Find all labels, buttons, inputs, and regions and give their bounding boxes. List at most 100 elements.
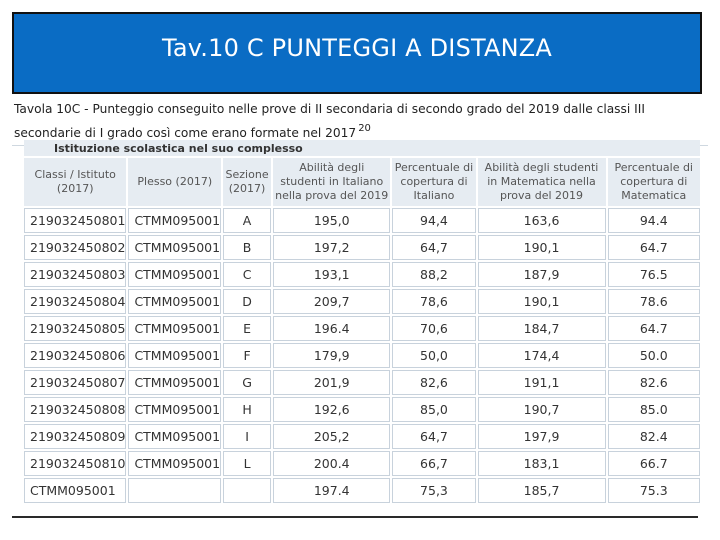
table-row: 219032450805 CTMM095001 E 196.4 70,6 184… — [24, 316, 700, 341]
cell-copertura-matematica: 64.7 — [607, 316, 700, 341]
group-header: Istituzione scolastica nel suo complesso — [24, 140, 700, 156]
column-header-classi: Classi / Istituto (2017) — [24, 158, 127, 206]
cell-sezione: D — [223, 289, 272, 314]
cell-abilita-italiano: 209,7 — [273, 289, 391, 314]
cell-copertura-matematica: 82.4 — [607, 424, 700, 449]
cell-classe: 219032450802 — [24, 235, 127, 260]
cell-plesso: CTMM095001 — [128, 397, 222, 422]
cell-abilita-matematica: 174,4 — [477, 343, 606, 368]
cell-classe: 219032450804 — [24, 289, 127, 314]
column-header-abilita-italiano: Abilità degli studenti in Italiano nella… — [273, 158, 391, 206]
table-row: 219032450803 CTMM095001 C 193,1 88,2 187… — [24, 262, 700, 287]
cell-copertura-italiano: 85,0 — [392, 397, 476, 422]
table-row: 219032450801 CTMM095001 A 195,0 94,4 163… — [24, 208, 700, 233]
cell-plesso: CTMM095001 — [128, 370, 222, 395]
cell-sezione: B — [223, 235, 272, 260]
cell-abilita-matematica: 190,1 — [477, 235, 606, 260]
column-header-sezione: Sezione (2017) — [223, 158, 272, 206]
cell-classe: 219032450806 — [24, 343, 127, 368]
cell-copertura-italiano: 64,7 — [392, 424, 476, 449]
cell-copertura-matematica: 76.5 — [607, 262, 700, 287]
cell-sezione: L — [223, 451, 272, 476]
cell-abilita-matematica: 190,7 — [477, 397, 606, 422]
cell-sezione: G — [223, 370, 272, 395]
slide-title-bar: Tav.10 C PUNTEGGI A DISTANZA — [12, 12, 702, 94]
cell-sezione: A — [223, 208, 272, 233]
cell-sezione — [223, 478, 272, 503]
cell-abilita-matematica: 187,9 — [477, 262, 606, 287]
cell-sezione: E — [223, 316, 272, 341]
cell-copertura-italiano: 70,6 — [392, 316, 476, 341]
table-row-total: CTMM095001 197.4 75,3 185,7 75.3 — [24, 478, 700, 503]
cell-plesso: CTMM095001 — [128, 235, 222, 260]
cell-plesso — [128, 478, 222, 503]
cell-copertura-italiano: 75,3 — [392, 478, 476, 503]
cell-classe: 219032450810 — [24, 451, 127, 476]
cell-abilita-italiano: 205,2 — [273, 424, 391, 449]
cell-abilita-italiano: 195,0 — [273, 208, 391, 233]
cell-sezione: F — [223, 343, 272, 368]
cell-plesso: CTMM095001 — [128, 343, 222, 368]
cell-abilita-italiano: 192,6 — [273, 397, 391, 422]
cell-plesso: CTMM095001 — [128, 424, 222, 449]
caption-text: Tavola 10C - Punteggio conseguito nelle … — [14, 102, 645, 140]
cell-abilita-italiano: 193,1 — [273, 262, 391, 287]
cell-copertura-matematica: 82.6 — [607, 370, 700, 395]
cell-copertura-italiano: 64,7 — [392, 235, 476, 260]
scores-table: Istituzione scolastica nel suo complesso… — [22, 138, 702, 505]
cell-abilita-italiano: 201,9 — [273, 370, 391, 395]
cell-copertura-matematica: 66.7 — [607, 451, 700, 476]
cell-abilita-italiano: 179,9 — [273, 343, 391, 368]
cell-copertura-matematica: 64.7 — [607, 235, 700, 260]
caption-footnote-ref: 20 — [358, 123, 371, 134]
group-header-row: Istituzione scolastica nel suo complesso — [24, 140, 700, 156]
table-caption: Tavola 10C - Punteggio conseguito nelle … — [14, 100, 704, 143]
cell-abilita-italiano: 196.4 — [273, 316, 391, 341]
cell-istituto: CTMM095001 — [24, 478, 127, 503]
column-header-abilita-matematica: Abilità degli studenti in Matematica nel… — [477, 158, 606, 206]
bottom-border-line — [12, 516, 698, 518]
cell-copertura-matematica: 85.0 — [607, 397, 700, 422]
slide-title: Tav.10 C PUNTEGGI A DISTANZA — [161, 34, 553, 62]
table-row: 219032450808 CTMM095001 H 192,6 85,0 190… — [24, 397, 700, 422]
cell-plesso: CTMM095001 — [128, 262, 222, 287]
cell-copertura-italiano: 50,0 — [392, 343, 476, 368]
column-header-plesso: Plesso (2017) — [128, 158, 222, 206]
cell-classe: 219032450807 — [24, 370, 127, 395]
cell-abilita-italiano: 197,2 — [273, 235, 391, 260]
cell-abilita-matematica: 183,1 — [477, 451, 606, 476]
cell-sezione: H — [223, 397, 272, 422]
cell-copertura-italiano: 66,7 — [392, 451, 476, 476]
table-row: 219032450802 CTMM095001 B 197,2 64,7 190… — [24, 235, 700, 260]
scores-table-container: Istituzione scolastica nel suo complesso… — [22, 138, 702, 505]
cell-plesso: CTMM095001 — [128, 316, 222, 341]
cell-sezione: I — [223, 424, 272, 449]
cell-classe: 219032450803 — [24, 262, 127, 287]
cell-classe: 219032450808 — [24, 397, 127, 422]
column-header-row: Classi / Istituto (2017) Plesso (2017) S… — [24, 158, 700, 206]
cell-plesso: CTMM095001 — [128, 208, 222, 233]
cell-abilita-matematica: 163,6 — [477, 208, 606, 233]
table-row: 219032450806 CTMM095001 F 179,9 50,0 174… — [24, 343, 700, 368]
cell-abilita-italiano: 197.4 — [273, 478, 391, 503]
cell-abilita-matematica: 191,1 — [477, 370, 606, 395]
table-row: 219032450809 CTMM095001 I 205,2 64,7 197… — [24, 424, 700, 449]
cell-copertura-matematica: 78.6 — [607, 289, 700, 314]
cell-classe: 219032450809 — [24, 424, 127, 449]
cell-classe: 219032450801 — [24, 208, 127, 233]
cell-abilita-matematica: 190,1 — [477, 289, 606, 314]
cell-plesso: CTMM095001 — [128, 451, 222, 476]
cell-copertura-italiano: 78,6 — [392, 289, 476, 314]
cell-sezione: C — [223, 262, 272, 287]
cell-plesso: CTMM095001 — [128, 289, 222, 314]
cell-copertura-matematica: 50.0 — [607, 343, 700, 368]
cell-abilita-matematica: 185,7 — [477, 478, 606, 503]
cell-abilita-italiano: 200.4 — [273, 451, 391, 476]
cell-classe: 219032450805 — [24, 316, 127, 341]
cell-copertura-italiano: 88,2 — [392, 262, 476, 287]
column-header-copertura-matematica: Percentuale di copertura di Matematica — [607, 158, 700, 206]
cell-copertura-italiano: 94,4 — [392, 208, 476, 233]
table-row: 219032450807 CTMM095001 G 201,9 82,6 191… — [24, 370, 700, 395]
column-header-copertura-italiano: Percentuale di copertura di Italiano — [392, 158, 476, 206]
cell-copertura-matematica: 75.3 — [607, 478, 700, 503]
